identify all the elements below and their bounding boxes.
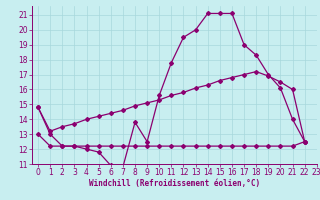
- X-axis label: Windchill (Refroidissement éolien,°C): Windchill (Refroidissement éolien,°C): [89, 179, 260, 188]
